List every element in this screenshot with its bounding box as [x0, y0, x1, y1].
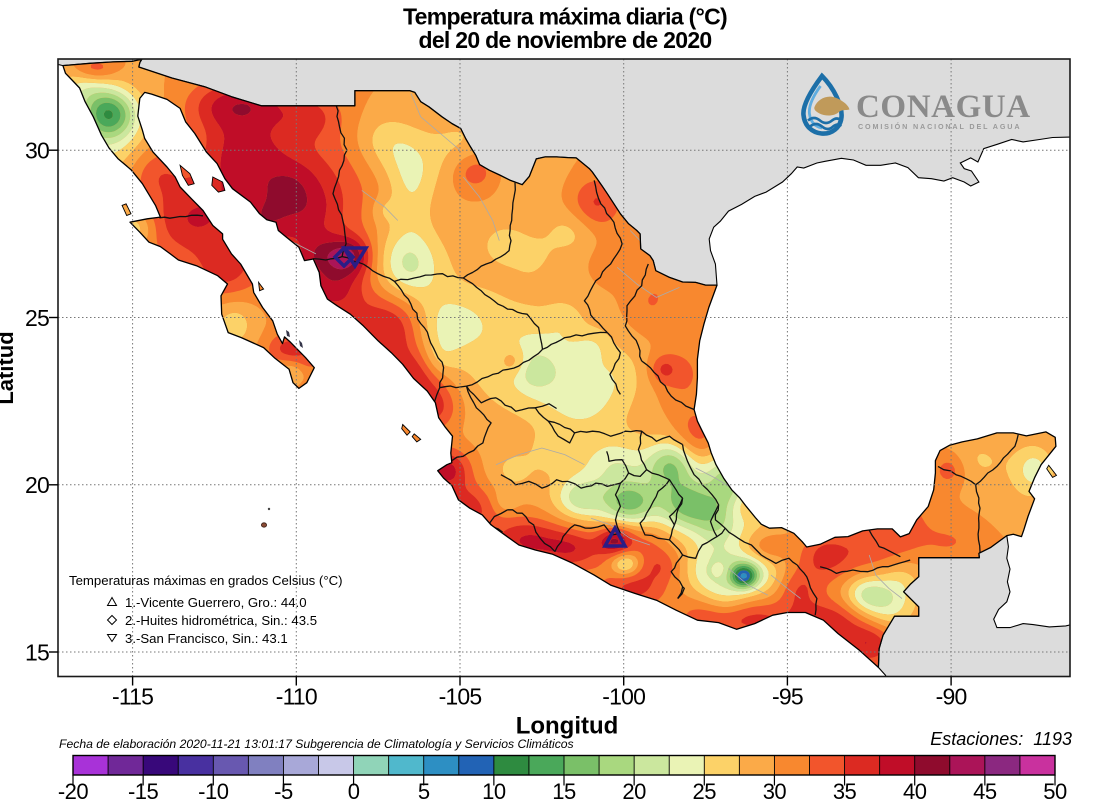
svg-text:20: 20 — [622, 779, 646, 800]
svg-text:-5: -5 — [274, 779, 293, 800]
svg-text:5: 5 — [418, 779, 430, 800]
svg-text:30: 30 — [25, 138, 49, 164]
svg-text:-15: -15 — [128, 779, 159, 800]
svg-text:COMISIÓN NACIONAL DEL AGUA: COMISIÓN NACIONAL DEL AGUA — [858, 122, 1021, 131]
svg-text:1.-Vicente Guerrero, Gro.: 44.: 1.-Vicente Guerrero, Gro.: 44.0 — [125, 595, 307, 610]
svg-text:-110: -110 — [276, 684, 317, 710]
svg-text:-10: -10 — [198, 779, 229, 800]
svg-text:Temperatura máxima diaria (°C): Temperatura máxima diaria (°C) — [403, 4, 727, 30]
svg-text:-95: -95 — [772, 684, 803, 710]
svg-text:25: 25 — [693, 779, 717, 800]
svg-text:15: 15 — [25, 640, 49, 666]
svg-text:25: 25 — [25, 305, 49, 331]
svg-text:Temperaturas máximas en grados: Temperaturas máximas en grados Celsius (… — [69, 573, 343, 588]
svg-text:45: 45 — [973, 779, 997, 800]
svg-text:20: 20 — [25, 472, 49, 498]
svg-text:-90: -90 — [936, 684, 967, 710]
svg-text:15: 15 — [552, 779, 576, 800]
svg-text:del 20 de noviembre de 2020: del 20 de noviembre de 2020 — [418, 27, 711, 53]
svg-text:50: 50 — [1043, 779, 1067, 800]
svg-text:Fecha de elaboración 2020-11-2: Fecha de elaboración 2020-11-21 13:01:17… — [59, 737, 574, 751]
svg-text:Longitud: Longitud — [516, 713, 619, 740]
svg-text:Latitud: Latitud — [0, 331, 18, 404]
svg-text:2.-Huites hidrométrica, Sin.:: 2.-Huites hidrométrica, Sin.: 43.5 — [125, 613, 317, 628]
svg-text:3.-San Francisco, Sin.: 43.1: 3.-San Francisco, Sin.: 43.1 — [125, 631, 288, 646]
svg-text:-105: -105 — [439, 684, 482, 710]
svg-text:-100: -100 — [602, 684, 645, 710]
svg-text:Estaciones: 1193: Estaciones: 1193 — [930, 729, 1072, 749]
svg-text:CONAGUA: CONAGUA — [856, 89, 1031, 125]
svg-text:-115: -115 — [112, 684, 153, 710]
svg-text:30: 30 — [763, 779, 787, 800]
svg-text:-20: -20 — [58, 779, 89, 800]
svg-text:10: 10 — [482, 779, 506, 800]
svg-text:0: 0 — [348, 779, 360, 800]
svg-text:40: 40 — [903, 779, 927, 800]
svg-text:35: 35 — [833, 779, 857, 800]
